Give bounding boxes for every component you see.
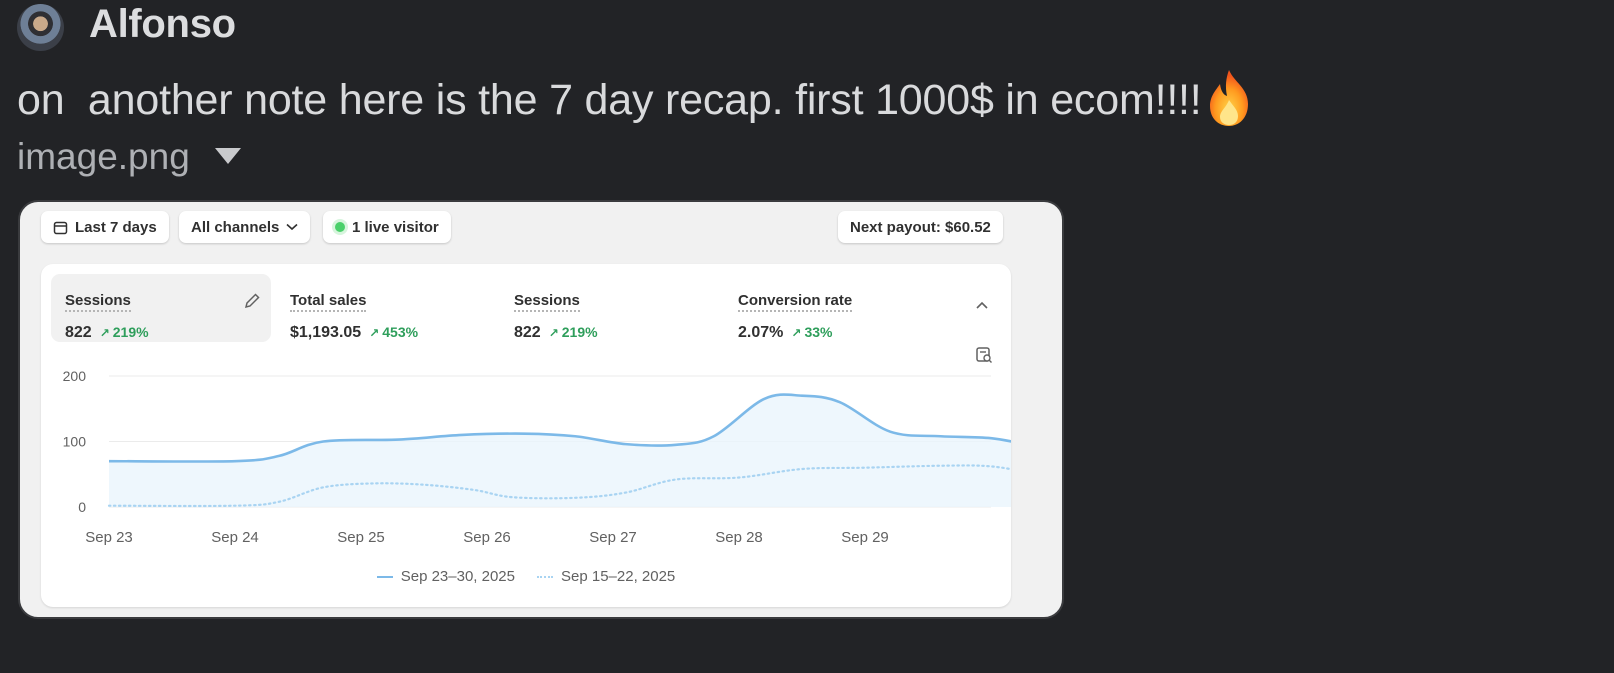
channel-filter-label: All channels (191, 218, 280, 236)
dotted-line-icon (537, 575, 553, 578)
channel-filter-button[interactable]: All channels (179, 211, 311, 243)
metric-change: 219% (549, 324, 598, 340)
solid-line-icon (376, 575, 393, 578)
metric-change: 453% (369, 324, 418, 340)
legend-item-previous[interactable]: Sep 15–22, 2025 (537, 568, 675, 585)
series-line-current (108, 393, 1011, 463)
metrics-card: Sessions 822219% Total sales $1,193.0545… (41, 264, 1011, 607)
x-tick-label: Sep 26 (463, 529, 511, 546)
message-author[interactable]: Alfonso (89, 2, 236, 46)
legend-label: Sep 15–22, 2025 (561, 568, 676, 585)
attached-image[interactable]: Last 7 days All channels 1 live visitor … (18, 200, 1064, 619)
metric-change: 219% (100, 324, 149, 340)
live-visitor-label: 1 live visitor (352, 218, 439, 236)
chevron-down-icon (286, 223, 298, 231)
x-tick-label: Sep 28 (715, 529, 763, 546)
y-tick-label: 0 (78, 499, 86, 515)
x-tick-label: Sep 29 (841, 529, 889, 546)
metric-sessions[interactable]: Sessions 822219% (500, 274, 720, 342)
y-tick-label: 100 (63, 434, 87, 450)
area-fill-current (109, 394, 1011, 507)
metric-value: 822219% (65, 324, 149, 342)
legend-label: Sep 23–30, 2025 (400, 568, 515, 585)
metric-change: 33% (791, 324, 832, 340)
collapse-attachment-icon[interactable] (215, 148, 241, 164)
metric-label: Conversion rate (738, 292, 853, 312)
pencil-icon[interactable] (243, 292, 261, 310)
x-tick-label: Sep 23 (85, 529, 133, 546)
message-text: on another note here is the 7 day recap.… (17, 66, 1254, 128)
metric-label: Sessions (65, 292, 131, 312)
next-payout-label: Next payout: $60.52 (850, 218, 991, 236)
legend-item-current[interactable]: Sep 23–30, 2025 (376, 568, 515, 585)
avatar[interactable] (17, 4, 64, 51)
next-payout-button[interactable]: Next payout: $60.52 (838, 211, 1003, 243)
fire-icon (1204, 66, 1254, 128)
date-filter-button[interactable]: Last 7 days (41, 211, 169, 243)
live-visitor-button[interactable]: 1 live visitor (323, 211, 451, 243)
chevron-up-icon[interactable] (975, 300, 989, 310)
metric-sessions-selected[interactable]: Sessions 822219% (51, 274, 271, 342)
metric-value: $1,193.05453% (290, 324, 418, 342)
date-filter-label: Last 7 days (75, 218, 157, 236)
metric-conversion-rate[interactable]: Conversion rate 2.07%33% (724, 274, 944, 342)
metric-total-sales[interactable]: Total sales $1,193.05453% (276, 274, 496, 342)
metric-value: 2.07%33% (738, 324, 832, 342)
y-tick-label: 200 (63, 368, 87, 384)
metric-value: 822219% (514, 324, 598, 342)
series-line-previous (107, 464, 1011, 508)
chart-legend: Sep 23–30, 2025 Sep 15–22, 2025 (41, 568, 1011, 585)
attachment-filename[interactable]: image.png (17, 136, 190, 177)
metric-label: Total sales (290, 292, 367, 312)
sessions-chart: 200 100 0 Sep 23 Sep 24 Sep 25 Sep 26 Sep 27 Sep… (63, 368, 1011, 546)
x-tick-label: Sep 24 (211, 529, 259, 546)
metric-label: Sessions (514, 292, 580, 312)
x-tick-label: Sep 27 (589, 529, 637, 546)
x-tick-label: Sep 25 (337, 529, 385, 546)
calendar-icon (53, 221, 68, 234)
live-dot-icon (335, 222, 345, 232)
report-icon[interactable] (975, 346, 993, 364)
message-body: on another note here is the 7 day recap.… (17, 76, 1202, 124)
